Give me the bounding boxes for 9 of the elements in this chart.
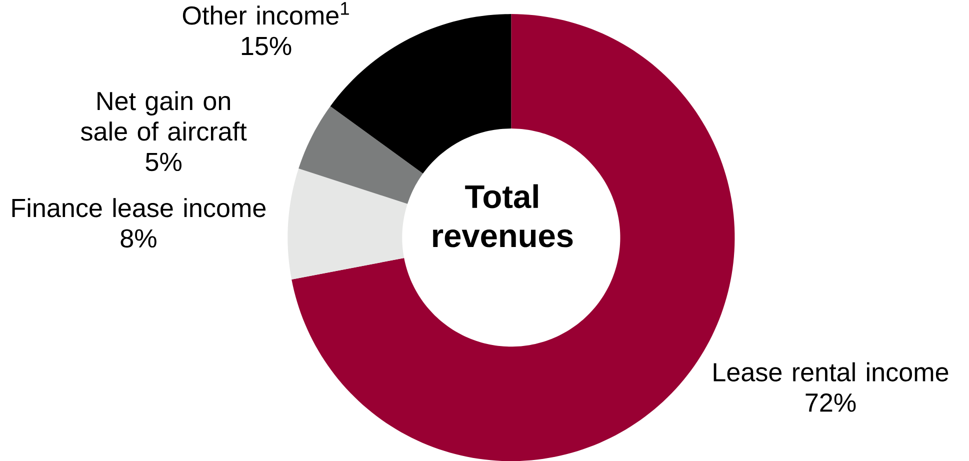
data-label: 8% [120, 229, 156, 248]
slice-label: Net gain on sale of aircraft [80, 91, 247, 141]
slice-label: Other income$^{1}$ [182, 2, 349, 25]
slice-label: Finance lease income [12, 198, 266, 218]
text: Total revenues [433, 184, 573, 248]
slice-label: Lease rental income [714, 362, 948, 382]
data-label: 15% [242, 36, 292, 56]
data-label: 72% [806, 393, 856, 412]
data-label: 5% [146, 152, 182, 172]
